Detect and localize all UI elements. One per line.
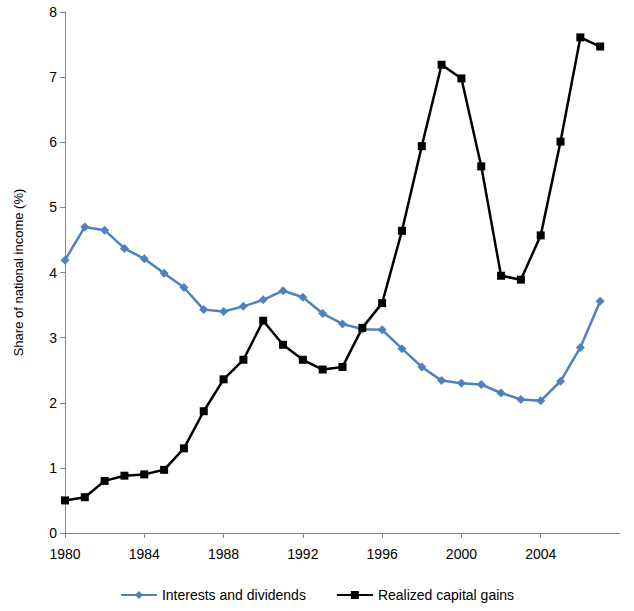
svg-text:1992: 1992	[287, 546, 318, 562]
svg-text:Realized capital gains: Realized capital gains	[378, 587, 514, 603]
svg-text:1980: 1980	[49, 546, 80, 562]
svg-text:2004: 2004	[525, 546, 556, 562]
svg-text:2: 2	[49, 395, 57, 411]
svg-text:6: 6	[49, 134, 57, 150]
svg-text:0: 0	[49, 525, 57, 541]
svg-text:5: 5	[49, 199, 57, 215]
svg-text:Share of national income (%): Share of national income (%)	[11, 189, 26, 357]
svg-text:1984: 1984	[129, 546, 160, 562]
svg-text:7: 7	[49, 69, 57, 85]
svg-text:3: 3	[49, 330, 57, 346]
svg-text:Interests and dividends: Interests and dividends	[162, 587, 306, 603]
svg-text:2000: 2000	[446, 546, 477, 562]
svg-text:1996: 1996	[367, 546, 398, 562]
svg-text:1988: 1988	[208, 546, 239, 562]
svg-text:8: 8	[49, 4, 57, 20]
svg-text:4: 4	[49, 265, 57, 281]
svg-text:1: 1	[49, 460, 57, 476]
